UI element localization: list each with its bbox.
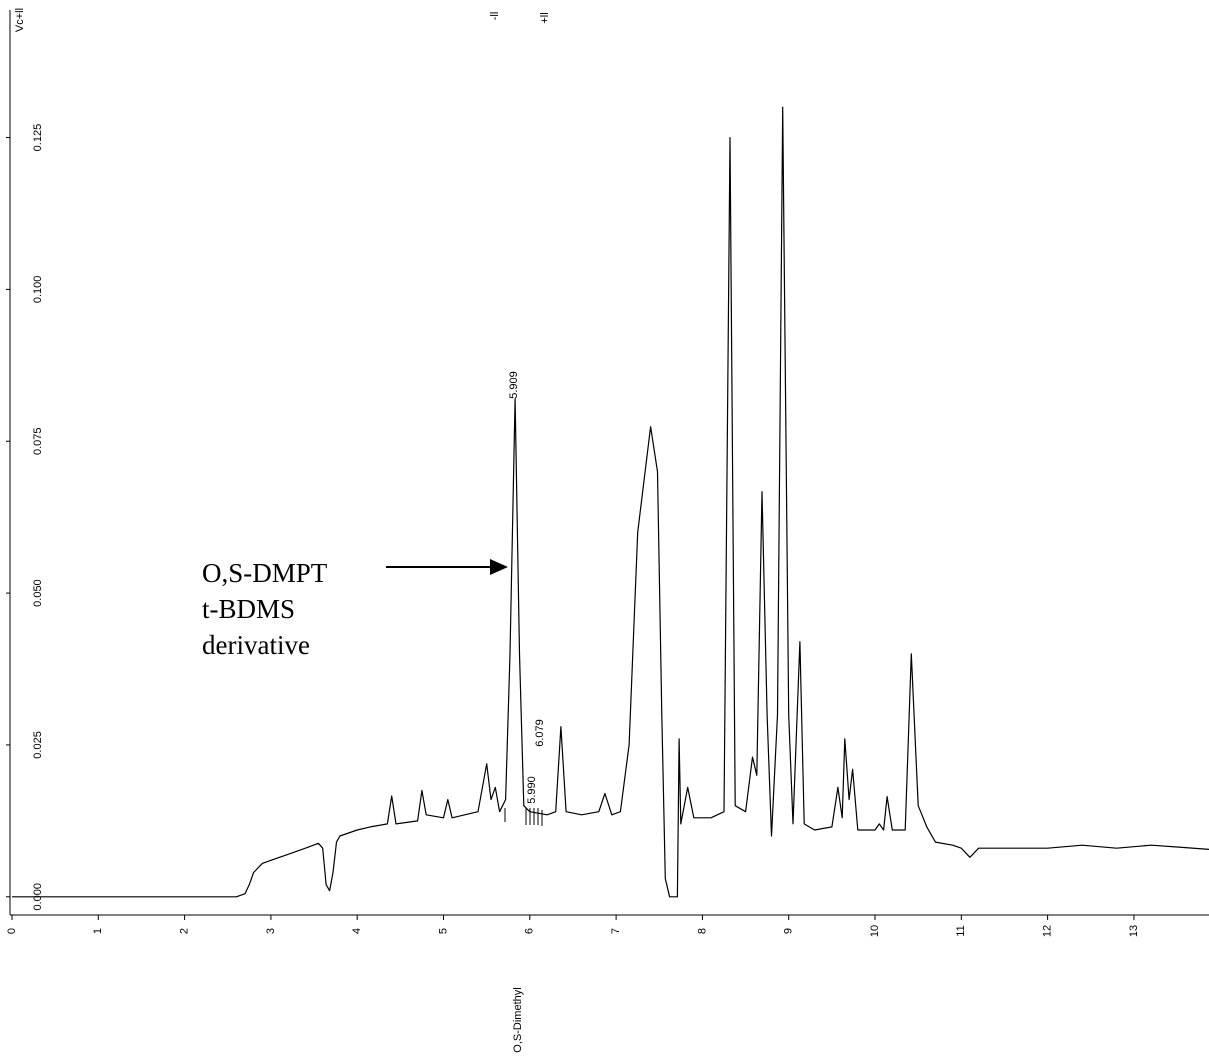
- y-tick-label: 0.100: [32, 276, 44, 304]
- annotation: derivative: [202, 630, 310, 660]
- x-tick-label: 13: [1128, 925, 1140, 937]
- x-tick-label: 1: [92, 928, 104, 934]
- x-tick-label: 0: [6, 928, 18, 934]
- compound-label: O,S-Dimethyl: [512, 987, 524, 1052]
- annotation: O,S-DMPT: [202, 558, 328, 588]
- peak-label: 5.909: [508, 371, 520, 399]
- y-tick-label: 0.075: [32, 427, 44, 455]
- y-tick-label: 0.125: [32, 124, 44, 152]
- x-tick-label: 7: [610, 928, 622, 934]
- y-tick-label: 0.025: [32, 731, 44, 759]
- x-tick-label: 3: [265, 928, 277, 934]
- x-tick-label: 4: [351, 928, 363, 934]
- x-tick-label: 8: [696, 928, 708, 934]
- x-tick-label: 5: [437, 928, 449, 934]
- event-marker: -ll: [489, 12, 501, 21]
- annotation: t-BDMS: [202, 594, 295, 624]
- integration-marks: [504, 808, 543, 826]
- arrow-head: [490, 559, 508, 575]
- x-tick-label: 10: [869, 925, 881, 937]
- x-tick-label: 12: [1042, 925, 1054, 937]
- chromatogram-trace: [12, 106, 1209, 898]
- x-tick-label: 11: [955, 925, 967, 936]
- x-tick-label: 2: [179, 928, 191, 934]
- event-marker: +ll: [539, 12, 551, 23]
- x-tick-label: 9: [783, 928, 795, 934]
- peak-label: 5.990: [526, 776, 538, 804]
- x-tick-label: 6: [524, 928, 536, 934]
- peak-label: 6.079: [534, 719, 546, 747]
- y-axis-label: Vc+ll: [14, 8, 26, 32]
- y-tick-label: 0.050: [32, 579, 44, 607]
